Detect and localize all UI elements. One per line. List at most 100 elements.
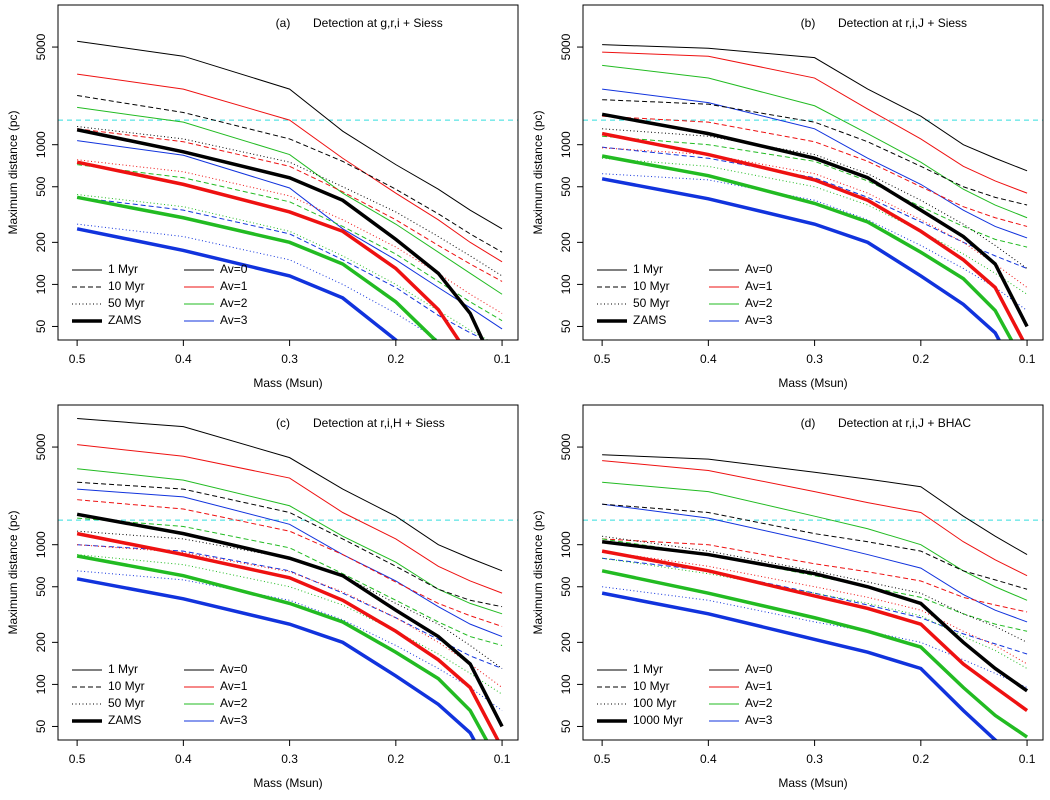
legend-label: 1 Myr xyxy=(108,262,138,276)
x-tick-label: 0.2 xyxy=(387,752,404,766)
series-line xyxy=(601,154,1014,340)
x-tick-label: 0.5 xyxy=(594,752,611,766)
series-line xyxy=(76,531,500,740)
series-line xyxy=(77,95,503,253)
legend-label: 50 Myr xyxy=(108,696,145,710)
x-tick-label: 0.5 xyxy=(594,352,611,366)
y-tick-label: 500 xyxy=(34,176,48,196)
plot-frame xyxy=(582,404,1044,741)
y-tick-label: 50 xyxy=(559,719,573,733)
legend-label: Av=1 xyxy=(745,679,773,693)
x-tick-label: 0.5 xyxy=(69,752,86,766)
y-axis-label: Maximum distance (pc) xyxy=(6,110,20,234)
plot-area xyxy=(58,40,518,340)
panel-label: (b) xyxy=(801,16,816,30)
series-line xyxy=(602,503,1028,623)
legend-label: 10 Myr xyxy=(633,679,670,693)
legend-label: ZAMS xyxy=(108,313,141,327)
series-line xyxy=(77,128,503,282)
x-axis-label: Mass (Msun) xyxy=(778,776,847,790)
legend-label: Av=2 xyxy=(220,296,248,310)
legend-label: 1 Myr xyxy=(108,662,138,676)
x-tick-label: 0.2 xyxy=(912,352,929,366)
y-tick-label: 5000 xyxy=(34,433,48,460)
x-tick-label: 0.3 xyxy=(281,352,298,366)
series-line xyxy=(76,195,438,340)
series-line xyxy=(602,99,1028,206)
x-tick-label: 0.5 xyxy=(69,352,86,366)
legend-label: 10 Myr xyxy=(108,279,145,293)
legend-label: Av=1 xyxy=(745,279,773,293)
y-tick-label: 5000 xyxy=(559,433,573,460)
legend-label: ZAMS xyxy=(108,713,141,727)
legend-label: Av=2 xyxy=(745,296,773,310)
series-line xyxy=(602,538,1028,632)
chart-title: Detection at r,i,H + Siess xyxy=(313,416,445,430)
plot-frame xyxy=(57,4,519,341)
x-tick-label: 0.1 xyxy=(1019,752,1036,766)
legend-label: ZAMS xyxy=(633,313,666,327)
y-axis-label: Maximum distance (pc) xyxy=(6,510,20,634)
panel: 0.5 0.4 0.3 0.2 0.1 50 100 200 500 1000 5000 Mass (… xyxy=(6,4,519,390)
y-tick-label: 200 xyxy=(34,632,48,652)
series-line xyxy=(77,418,503,572)
x-axis-label: Mass (Msun) xyxy=(778,376,847,390)
legend-label: 1 Myr xyxy=(633,262,663,276)
legend-label: Av=3 xyxy=(745,713,773,727)
series-line xyxy=(76,227,399,340)
y-tick-label: 200 xyxy=(559,632,573,652)
series-line xyxy=(602,586,1028,688)
series-line xyxy=(601,549,1029,712)
legend-label: Av=3 xyxy=(220,713,248,727)
legend-label: 100 Myr xyxy=(633,696,676,710)
series-line xyxy=(602,64,1028,219)
series-line xyxy=(77,194,489,340)
series-line xyxy=(601,540,1029,693)
series-line xyxy=(77,40,503,230)
series-line xyxy=(602,535,1028,643)
series-line xyxy=(77,499,503,627)
x-axis-label: Mass (Msun) xyxy=(253,776,322,790)
x-tick-label: 0.3 xyxy=(281,752,298,766)
x-tick-label: 0.4 xyxy=(175,752,192,766)
y-tick-label: 200 xyxy=(559,232,573,252)
x-axis-label: Mass (Msun) xyxy=(253,376,322,390)
legend-label: Av=3 xyxy=(220,313,248,327)
series-line xyxy=(77,223,440,340)
series-line xyxy=(602,128,1028,269)
y-tick-label: 100 xyxy=(34,274,48,294)
x-tick-label: 0.1 xyxy=(1019,352,1036,366)
x-tick-label: 0.4 xyxy=(175,352,192,366)
panel-label: (a) xyxy=(276,16,291,30)
series-line xyxy=(77,196,487,340)
legend-label: Av=3 xyxy=(745,313,773,327)
y-tick-label: 5000 xyxy=(34,33,48,60)
legend-label: Av=2 xyxy=(745,696,773,710)
y-tick-label: 200 xyxy=(34,232,48,252)
series-line xyxy=(602,550,1028,665)
legend-label: Av=0 xyxy=(220,662,248,676)
series-line xyxy=(601,131,1025,340)
series-line xyxy=(602,460,1028,577)
series-line xyxy=(76,554,489,740)
series-line xyxy=(77,481,503,608)
chart-title: Detection at r,i,J + Siess xyxy=(838,16,967,30)
chart-title: Detection at g,r,i + Siess xyxy=(313,16,443,30)
series-line xyxy=(602,557,1028,655)
y-tick-label: 100 xyxy=(34,674,48,694)
plot-frame xyxy=(582,4,1044,341)
y-tick-label: 50 xyxy=(34,319,48,333)
x-tick-label: 0.3 xyxy=(806,752,823,766)
series-line xyxy=(77,488,503,638)
panel: 0.5 0.4 0.3 0.2 0.1 50 100 200 500 1000 5000 Mass (… xyxy=(531,4,1044,390)
series-line xyxy=(77,544,503,669)
series-line xyxy=(601,112,1029,328)
legend-label: Av=2 xyxy=(220,696,248,710)
y-axis-label: Maximum distance (pc) xyxy=(531,510,545,634)
chart-title: Detection at r,i,J + BHAC xyxy=(838,416,971,430)
series-line xyxy=(77,164,503,322)
plot-frame xyxy=(57,404,519,741)
legend-label: Av=1 xyxy=(220,679,248,693)
plot-area xyxy=(58,418,518,740)
